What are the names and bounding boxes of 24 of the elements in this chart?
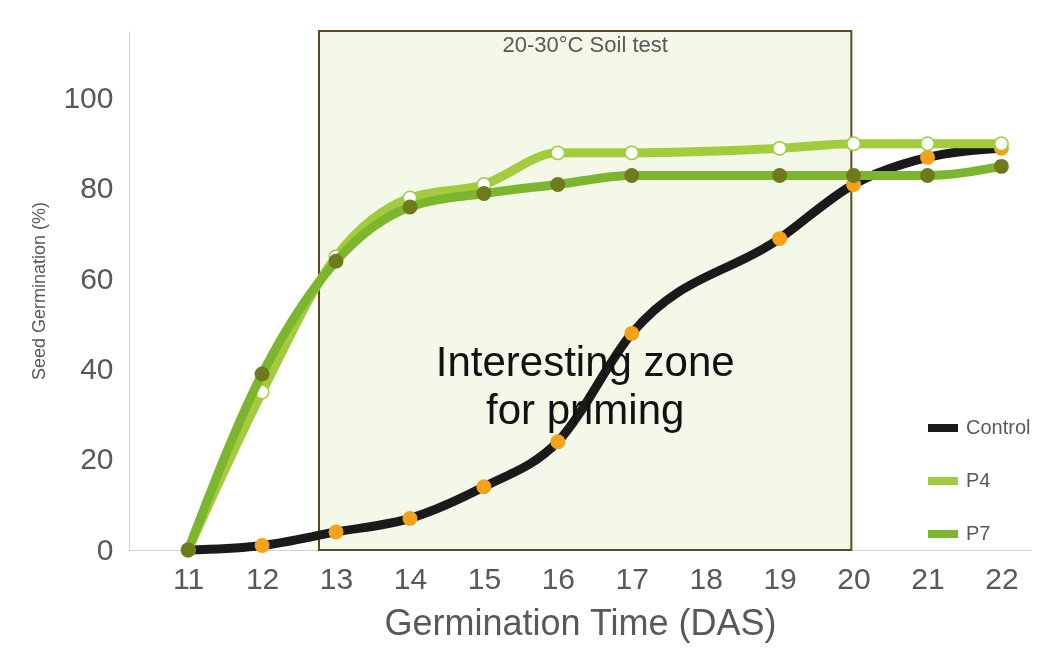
y-tick-label: 20 bbox=[80, 442, 114, 476]
y-tick-label: 40 bbox=[80, 351, 114, 385]
y-tick-label: 80 bbox=[80, 171, 114, 205]
x-tick-label: 11 bbox=[173, 561, 205, 595]
x-tick-label: 17 bbox=[615, 561, 649, 595]
x-tick-label: 18 bbox=[689, 561, 723, 595]
y-axis-title: Seed Germination (%) bbox=[29, 201, 50, 381]
legend-label: P7 bbox=[966, 522, 991, 544]
x-tick-label: 22 bbox=[985, 561, 1019, 595]
y-tick-label: 100 bbox=[63, 81, 114, 115]
x-tick-label: 20 bbox=[837, 561, 871, 595]
x-tick-label: 15 bbox=[467, 561, 502, 595]
x-tick-label: 16 bbox=[541, 561, 576, 595]
x-tick-label: 12 bbox=[245, 561, 280, 595]
band-label: 20-30°C Soil test bbox=[502, 32, 668, 57]
legend-label: Control bbox=[966, 416, 1031, 438]
y-tick-label: 60 bbox=[80, 261, 114, 295]
x-tick-label: 13 bbox=[319, 561, 354, 595]
x-axis-title: Germination Time (DAS) bbox=[384, 601, 777, 643]
x-tick-label: 14 bbox=[393, 561, 428, 595]
x-tick-label: 19 bbox=[763, 561, 797, 595]
x-tick-label: 21 bbox=[911, 561, 945, 595]
legend-label: P4 bbox=[966, 469, 991, 491]
y-tick-label: 0 bbox=[96, 532, 114, 566]
